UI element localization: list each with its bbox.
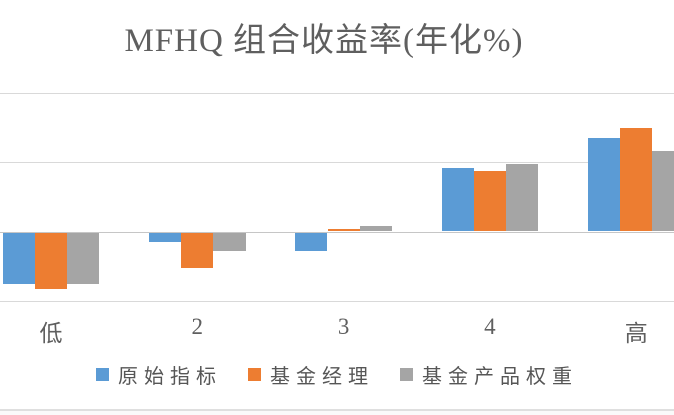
bar-基金产品权重-2 [213,232,246,251]
legend-item-原始指标: 原始指标 [96,360,222,389]
legend-label: 原始指标 [118,365,222,388]
category-label-高: 高 [624,321,648,346]
legend-item-基金经理: 基金经理 [248,360,374,389]
bar-基金产品权重-高 [652,150,674,232]
legend-item-基金产品权重: 基金产品权重 [400,360,578,389]
chart-title: MFHQ 组合收益率(年化%) [124,23,524,59]
bar-基金产品权重-4 [506,164,539,232]
category-label-2: 2 [191,314,204,339]
bottom-divider-line [0,409,674,411]
gridline [0,301,674,302]
page-background-strip [0,411,674,415]
bar-基金产品权重-3 [359,225,392,232]
legend-label: 基金产品权重 [422,365,578,388]
bar-基金产品权重-低 [67,232,100,284]
bar-原始指标-2 [149,232,182,243]
category-label-3: 3 [337,314,350,339]
category-label-低: 低 [39,321,63,346]
legend: 原始指标 基金经理 基金产品权重 [0,355,674,393]
category-labels: 低 2 3 4 高 [0,312,674,348]
bar-基金经理-低 [34,232,68,290]
plot-area [0,70,674,315]
bar-基金经理-2 [181,232,214,268]
bar-原始指标-低 [2,232,35,284]
bar-基金经理-高 [620,127,653,232]
legend-swatch-icon [248,367,261,381]
gridline [0,92,674,94]
category-label-4: 4 [484,314,496,339]
x-axis-line [0,231,674,233]
legend-swatch-icon [96,367,109,381]
bar-原始指标-4 [441,168,474,232]
bar-基金经理-3 [327,229,360,232]
bar-原始指标-3 [295,232,328,251]
bar-原始指标-高 [587,138,621,232]
legend-label: 基金经理 [270,365,374,388]
legend-swatch-icon [400,367,413,381]
gridline [0,162,674,163]
bar-基金经理-4 [473,171,506,232]
